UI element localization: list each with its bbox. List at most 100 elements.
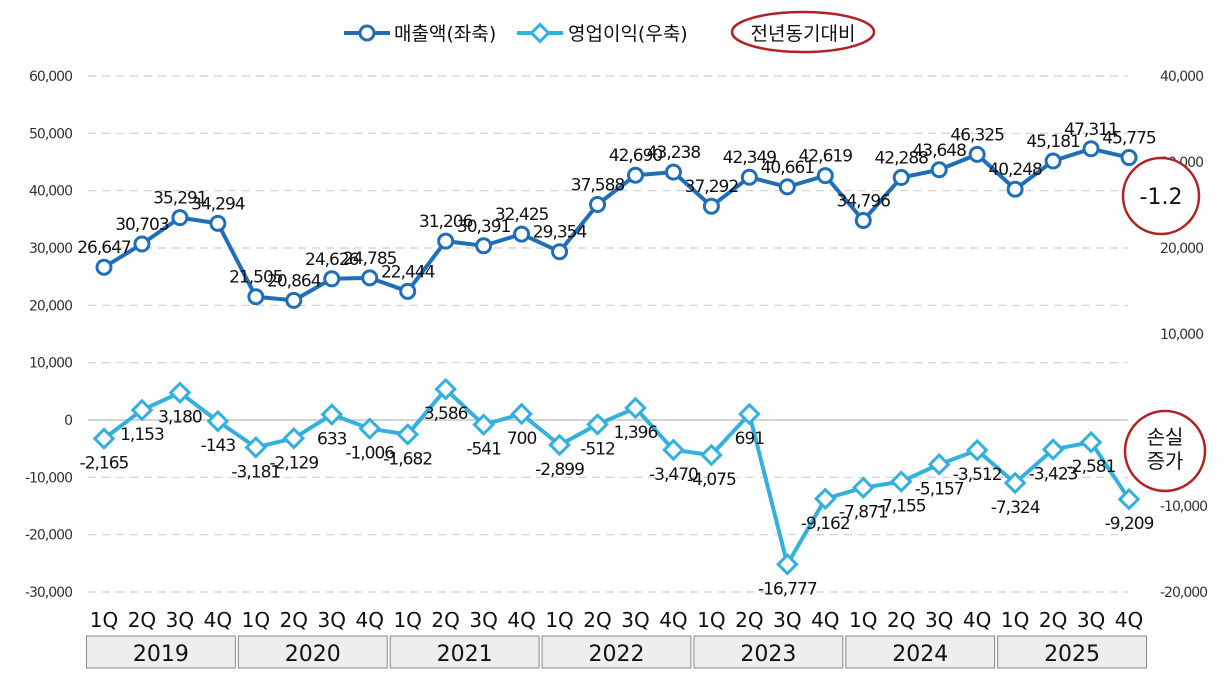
sales-line <box>102 146 1130 303</box>
quarter-tick-label: 1Q <box>1001 608 1029 632</box>
year-label: 2020 <box>285 642 341 667</box>
sales-data-label: 42,288 <box>874 149 928 169</box>
sales-data-label: 47,311 <box>1064 120 1118 140</box>
op-profit-line <box>102 387 1131 567</box>
sales-point <box>664 163 682 181</box>
op-profit-data-label: -1,006 <box>345 444 394 464</box>
left-tick-label: 40,000 <box>29 184 72 200</box>
sales-data-label: 43,648 <box>912 141 966 161</box>
quarter-tick-label: 3Q <box>773 608 801 632</box>
x-axis: 1Q 2Q 3Q 4Q 1Q 2Q 3Q 4Q 1Q 2Q 3Q 4Q 1Q 2Q 3Q 4Q 1Q 2Q 3Q 4Q… <box>86 608 1148 669</box>
sales-data-label: 42,349 <box>723 148 777 168</box>
op-profit-data-label: -7,155 <box>877 497 926 517</box>
sales-point <box>1006 180 1024 198</box>
year-box <box>541 635 692 669</box>
sales-data-label: 42,619 <box>799 147 853 167</box>
op-profit-point <box>548 433 571 457</box>
left-tick-label: 20,000 <box>29 298 72 314</box>
sales-point <box>968 145 986 163</box>
quarter-tick-label: 1Q <box>849 608 877 632</box>
sales-point <box>437 232 455 250</box>
quarter-tick-label: 2Q <box>280 608 308 632</box>
op-profit-point <box>168 381 192 404</box>
sales-data-label: 22,444 <box>381 262 435 282</box>
sales-point <box>247 288 265 306</box>
year-box <box>997 635 1148 669</box>
legend-highlight-label: 전년동기대비 <box>751 23 856 45</box>
sales-data-label: 20,864 <box>267 271 321 291</box>
series-layer <box>92 140 1141 576</box>
quarter-tick-label: 2Q <box>431 608 459 632</box>
op-profit-data-label: -2,581 <box>1067 457 1116 477</box>
op-profit-point <box>206 409 230 433</box>
op-profit-point <box>1117 487 1141 511</box>
sales-point <box>1082 140 1100 158</box>
right-tick-label: 20,000 <box>1160 241 1203 257</box>
legend-highlight-ellipse <box>730 10 876 54</box>
sales-data-label: 46,325 <box>950 125 1004 145</box>
legend-item-op-profit: 영업이익(우축) <box>517 22 688 45</box>
legend-item-sales: 매출액(좌축) <box>344 23 496 45</box>
sales-point <box>209 214 227 232</box>
sales-point <box>702 197 720 215</box>
quarter-tick-label: 3Q <box>318 608 346 632</box>
quarter-tick-label: 4Q <box>1115 608 1143 632</box>
op-profit-point <box>472 413 495 436</box>
sales-point <box>626 166 644 184</box>
right-tick-label: -10,000 <box>1160 499 1207 515</box>
op-profit-data-label: -3,470 <box>649 465 698 485</box>
op-profit-point <box>700 443 723 467</box>
op-profit-data-label: 633 <box>317 430 347 450</box>
op-profit-data-label: 700 <box>507 429 537 449</box>
quarter-tick-label: 2Q <box>887 608 915 632</box>
sales-data-label: 43,238 <box>647 143 701 163</box>
sales-data-label: 24,785 <box>343 249 397 269</box>
left-tick-label: 30,000 <box>29 241 72 257</box>
year-box <box>86 635 236 669</box>
sales-point <box>95 258 113 276</box>
sales-data-label: 40,661 <box>761 158 815 178</box>
annotation-op-text: 손실 증가 <box>1147 425 1184 473</box>
sales-data-label: 21,505 <box>229 268 283 288</box>
sales-data-label: 30,391 <box>457 217 511 237</box>
op-profit-data-label: -541 <box>466 440 501 460</box>
right-tick-label: 10,000 <box>1160 327 1203 343</box>
op-profit-point <box>434 377 457 401</box>
quarter-tick-label: 3Q <box>621 608 649 632</box>
legend-sales-marker <box>358 24 376 42</box>
sales-data-label: 24,626 <box>305 250 359 270</box>
sales-point <box>551 243 569 261</box>
quarter-tick-label: 1Q <box>697 608 725 632</box>
op-profit-point <box>396 423 420 446</box>
op-profit-point <box>851 476 875 500</box>
annotation-op-circle <box>1123 409 1207 493</box>
legend-sales-label: 매출액(좌축) <box>394 23 496 45</box>
quarter-tick-label: 3Q <box>1077 608 1105 632</box>
sales-point <box>778 178 796 196</box>
op-profit-point <box>92 427 116 450</box>
sales-data-label: 30,703 <box>115 215 169 235</box>
right-tick-label: -20,000 <box>1160 585 1207 601</box>
sales-point <box>740 168 758 186</box>
op-profit-point <box>282 426 306 450</box>
left-tick-label: 10,000 <box>29 356 72 372</box>
left-tick-label: -30,000 <box>25 585 72 601</box>
quarter-tick-label: 2Q <box>735 608 763 632</box>
quarter-tick-label: 2Q <box>128 608 156 632</box>
legend-op-marker <box>529 22 551 44</box>
op-profit-data-label: -3,423 <box>1029 464 1078 484</box>
quarter-tick-label: 4Q <box>204 608 232 632</box>
quarter-tick-label: 1Q <box>90 608 118 632</box>
op-profit-point <box>1003 471 1027 495</box>
sales-point <box>930 161 948 179</box>
op-profit-data-label: -7,324 <box>991 498 1040 518</box>
legend: 매출액(좌축) 영업이익(우축) 전년동기대비 <box>344 10 876 54</box>
sales-data-label: 45,181 <box>1026 132 1080 152</box>
op-profit-point <box>358 417 382 440</box>
quarter-tick-label: 1Q <box>545 608 573 632</box>
sales-point <box>892 169 910 187</box>
quarter-tick-label: 4Q <box>811 608 839 632</box>
year-box <box>389 635 540 669</box>
